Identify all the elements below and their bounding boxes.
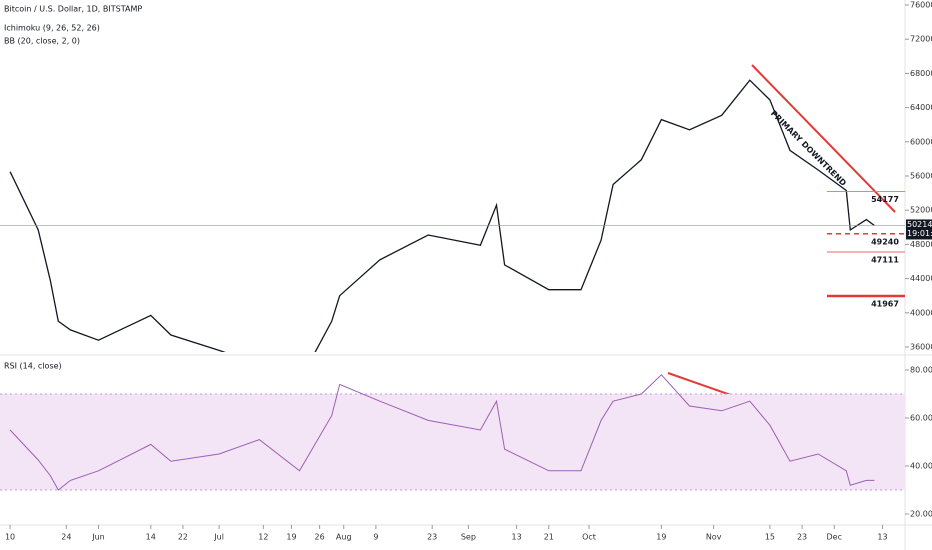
- y-tick-label: 56000.00: [910, 172, 932, 181]
- indicator-label: Ichimoku (9, 26, 52, 26): [4, 24, 100, 33]
- y-tick-label: 64000.00: [910, 103, 932, 112]
- y-tick-label: 48000.00: [910, 240, 932, 249]
- y-tick-label: 68000.00: [910, 69, 932, 78]
- x-tick-label: 10: [5, 533, 15, 542]
- trend-annotation: PRIMARY DOWNTREND: [769, 109, 848, 188]
- x-tick-label: 22: [178, 533, 188, 542]
- y-tick-label: 60000.00: [910, 137, 932, 146]
- y-tick-label: 72000.00: [910, 35, 932, 44]
- x-tick-label: Nov: [706, 533, 722, 542]
- last-price-label: 50214.50: [907, 220, 932, 229]
- rsi-band: [0, 393, 905, 490]
- y-tick-label: 52000.00: [910, 206, 932, 215]
- x-tick-label: 13: [512, 533, 522, 542]
- y-tick-label: 20.00: [910, 509, 932, 518]
- x-tick-label: 26: [315, 533, 325, 542]
- x-tick-label: Jul: [213, 533, 224, 542]
- x-tick-label: Aug: [336, 533, 352, 542]
- last-price-box: [906, 219, 932, 240]
- x-tick-label: 21: [544, 533, 554, 542]
- pane: [0, 374, 905, 491]
- price-line: [9, 79, 875, 352]
- x-tick-label: Oct: [582, 533, 596, 542]
- indicator-label: BB (20, close, 2, 0): [4, 37, 80, 46]
- y-tick-label: 40000.00: [910, 308, 932, 317]
- countdown: 19:01:16: [907, 229, 932, 238]
- x-tick-label: 15: [765, 533, 775, 542]
- x-tick-label: 24: [61, 533, 71, 542]
- pane: [0, 79, 905, 352]
- rsi-line: [9, 374, 875, 491]
- x-tick-label: 19: [286, 533, 296, 542]
- trend-line: [751, 64, 896, 213]
- x-tick-label: Sep: [461, 533, 476, 542]
- level-label: 54177: [871, 195, 899, 204]
- x-tick-label: 19: [656, 533, 666, 542]
- level-label: 49240: [871, 237, 899, 246]
- y-tick-label: 40.00: [910, 461, 932, 470]
- x-tick-label: 13: [877, 533, 887, 542]
- chart-title: Bitcoin / U.S. Dollar, 1D, BITSTAMP: [4, 5, 142, 14]
- rsi-title: RSI (14, close): [4, 362, 62, 371]
- y-tick-label: 80.00: [910, 365, 932, 374]
- y-tick-label: 60.00: [910, 413, 932, 422]
- x-tick-label: 23: [797, 533, 807, 542]
- x-tick-label: 12: [258, 533, 268, 542]
- x-tick-label: Dec: [826, 533, 841, 542]
- level-label: 47111: [871, 256, 899, 265]
- level-label: 41967: [871, 299, 899, 308]
- y-tick-label: 76000.00: [910, 1, 932, 10]
- x-tick-label: 23: [427, 533, 437, 542]
- x-tick-label: Jun: [91, 533, 105, 542]
- x-tick-label: 9: [373, 533, 378, 542]
- x-tick-label: 14: [146, 533, 156, 542]
- y-tick-label: 44000.00: [910, 274, 932, 283]
- y-tick-label: 36000.00: [910, 342, 932, 351]
